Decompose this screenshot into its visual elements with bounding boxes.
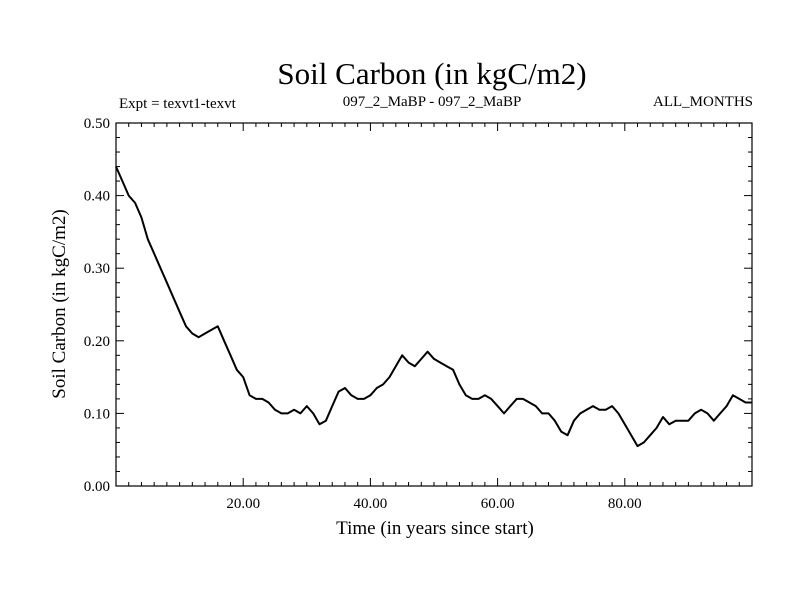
x-tick-label: 60.00 xyxy=(481,496,515,512)
x-axis-ticks: 20.00 40.00 60.00 80.00 xyxy=(128,123,740,512)
x-tick-label: 80.00 xyxy=(608,496,642,512)
y-tick-label: 0.10 xyxy=(84,406,110,422)
subtitle-period: 097_2_MaBP - 097_2_MaBP xyxy=(343,94,522,110)
y-axis-label: Soil Carbon (in kgC/m2) xyxy=(49,209,70,398)
x-axis-label: Time (in years since start) xyxy=(336,518,534,539)
y-tick-label: 0.20 xyxy=(84,334,110,350)
x-tick-label: 40.00 xyxy=(354,496,388,512)
y-tick-label: 0.40 xyxy=(84,189,110,205)
soil-carbon-series-line xyxy=(115,166,752,448)
y-axis-ticks: 0.00 0.10 0.20 0.30 0.40 0.50 xyxy=(84,116,752,495)
chart-title: Soil Carbon (in kgC/m2) xyxy=(277,56,586,91)
y-tick-label: 0.30 xyxy=(84,261,110,277)
y-tick-label: 0.50 xyxy=(84,116,110,132)
plot-frame xyxy=(115,122,753,487)
x-tick-label: 20.00 xyxy=(226,496,260,512)
subtitle-months: ALL_MONTHS xyxy=(653,94,753,110)
subtitle-experiment: Expt = texvt1-texvt xyxy=(119,96,237,112)
y-tick-label: 0.00 xyxy=(84,479,110,495)
